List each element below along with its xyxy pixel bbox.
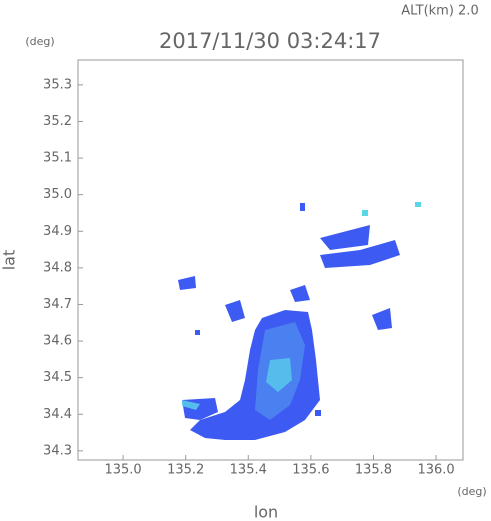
chart-title: 2017/11/30 03:24:17 [159,29,381,53]
plot-frame [77,59,464,461]
y-tick-label: 34.5 [43,370,72,385]
y-tick-label: 34.8 [43,260,72,275]
y-tick-label: 34.7 [43,297,72,312]
x-tick-label: 135.2 [167,463,204,478]
y-tick-label: 34.3 [43,443,72,458]
y-tick-label: 34.4 [43,407,72,422]
y-tick-label: 35.3 [43,77,72,92]
x-tick-label: 135.8 [355,463,392,478]
y-unit: (deg) [25,35,54,48]
y-tick-label: 34.6 [43,334,72,349]
y-tick-label: 35.0 [43,187,72,202]
x-tick-label: 135.6 [292,463,329,478]
x-tick-label: 135.0 [104,463,141,478]
x-tick-label: 135.4 [230,463,267,478]
annotation: ALT(km) 2.0 [401,4,478,19]
x-tick-label: 136.0 [417,463,454,478]
x-unit: (deg) [457,485,486,498]
y-tick-label: 34.9 [43,224,72,239]
x-axis-label: lon [254,503,278,521]
y-tick-label: 35.2 [43,114,72,129]
y-axis-label: lat [0,250,19,271]
radar-echo [178,202,421,440]
y-tick-label: 35.1 [43,151,72,166]
